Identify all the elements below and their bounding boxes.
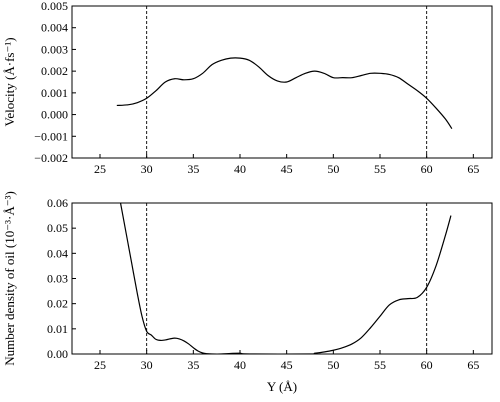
x-axis-label: Y (Å) — [267, 379, 297, 394]
x-tick-label: 40 — [234, 162, 246, 176]
x-tick-label: 65 — [467, 162, 479, 176]
y-tick-label: 0.02 — [47, 297, 68, 311]
x-tick-label: 60 — [421, 358, 433, 372]
plot-frame — [71, 5, 493, 159]
y-tick-label: 0.03 — [47, 272, 68, 286]
x-tick-label: 30 — [141, 162, 153, 176]
y-tick-label: 0.000 — [41, 108, 68, 122]
y-tick-label: −0.002 — [34, 151, 68, 165]
x-tick-label: 60 — [421, 162, 433, 176]
y-tick-label: 0.005 — [41, 0, 68, 13]
velocity-panel: 25 30 35 40 45 50 55 60 65 −0.002 −0.001 0.000 0.001… — [2, 0, 493, 176]
x-tick-label: 25 — [94, 162, 106, 176]
y-tick-label: 0.002 — [41, 64, 68, 78]
y-axis-label: Number density of oil (10⁻³·Å⁻³) — [2, 191, 17, 366]
x-tick-label: 35 — [187, 358, 199, 372]
x-tick-label: 55 — [374, 162, 386, 176]
series-line — [119, 203, 452, 354]
x-tick-label: 55 — [374, 358, 386, 372]
x-tick-label: 25 — [94, 358, 106, 372]
y-tick-label: 0.003 — [41, 42, 68, 56]
y-tick-label: 0.01 — [47, 322, 68, 336]
density-panel: 25 30 35 40 45 50 55 60 65 0.00 0.01 0.02 0.03 0.04 0.… — [2, 191, 493, 394]
y-tick-label: 0.06 — [47, 196, 68, 210]
y-axis-label: Velocity (Å·fs⁻¹) — [2, 37, 17, 126]
y-tick-label: 0.05 — [47, 221, 68, 235]
x-tick-label: 50 — [327, 162, 339, 176]
x-tick-label: 40 — [234, 358, 246, 372]
y-tick-label: 0.04 — [47, 246, 68, 260]
x-tick-label: 50 — [327, 358, 339, 372]
x-tick-label: 30 — [141, 358, 153, 372]
y-tick-label: −0.001 — [34, 129, 68, 143]
y-tick-label: 0.004 — [41, 21, 68, 35]
y-tick-label: 0.001 — [41, 86, 68, 100]
x-tick-label: 45 — [281, 358, 293, 372]
x-tick-label: 45 — [281, 162, 293, 176]
y-tick-label: 0.00 — [47, 347, 68, 361]
series-line — [116, 57, 453, 130]
x-tick-label: 65 — [467, 358, 479, 372]
x-tick-label: 35 — [187, 162, 199, 176]
